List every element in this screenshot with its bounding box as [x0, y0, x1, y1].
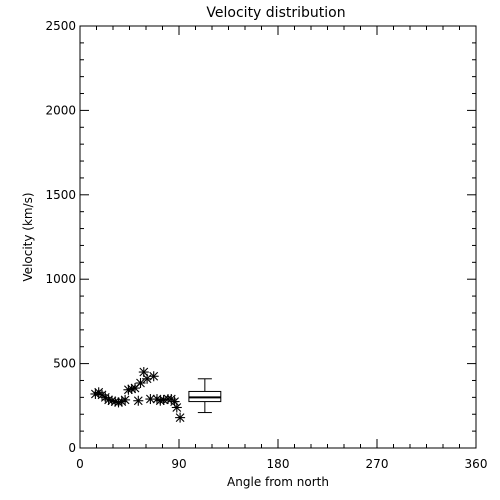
y-axis: 0 500 1000 1500 2000 2500 [45, 19, 476, 455]
data-points [90, 367, 186, 423]
data-point [133, 395, 144, 406]
data-point [135, 378, 146, 389]
x-axis: 0 90 180 270 360 [76, 26, 487, 471]
y-tick-label: 1000 [45, 272, 76, 286]
y-tick-label: 2000 [45, 103, 76, 117]
chart-title: Velocity distribution [206, 5, 345, 21]
x-axis-label: Angle from north [227, 475, 329, 489]
y-axis-label: Velocity (km/s) [21, 192, 35, 281]
x-tick-label: 360 [465, 457, 488, 471]
x-tick-label: 180 [267, 457, 290, 471]
data-point [110, 396, 121, 407]
x-tick-label: 270 [366, 457, 389, 471]
data-point [106, 395, 117, 406]
x-tick-label: 0 [76, 457, 84, 471]
data-point [120, 394, 131, 405]
data-point [145, 394, 156, 405]
y-tick-label: 0 [68, 441, 76, 455]
data-point [175, 412, 186, 423]
y-tick-label: 1500 [45, 188, 76, 202]
x-tick-label: 90 [171, 457, 186, 471]
boxplot [188, 378, 222, 414]
data-point [148, 371, 159, 382]
data-point [171, 402, 182, 413]
y-tick-label: 2500 [45, 19, 76, 33]
data-point [103, 394, 114, 405]
y-tick-label: 500 [53, 357, 76, 371]
